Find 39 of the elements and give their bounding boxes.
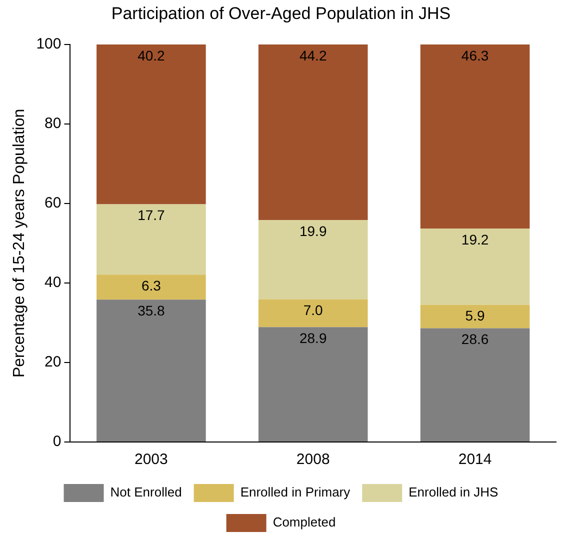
y-tick-label: 60 xyxy=(44,194,62,212)
data-label: 28.6 xyxy=(461,331,489,348)
chart-title: Participation of Over-Aged Population in JHS xyxy=(111,4,451,23)
bar xyxy=(258,44,368,220)
data-label: 7.0 xyxy=(303,302,324,318)
bar xyxy=(420,304,530,328)
data-label: 6.3 xyxy=(141,277,162,294)
legend-label: Enrolled in JHS xyxy=(408,484,499,500)
bar xyxy=(258,327,368,442)
y-tick-label: 80 xyxy=(44,115,62,132)
legend-label: Not Enrolled xyxy=(110,484,182,500)
bar xyxy=(420,328,530,442)
x-tick-label: 2014 xyxy=(458,451,492,468)
legend-label: Completed xyxy=(272,514,336,530)
data-label: 17.7 xyxy=(138,207,166,224)
data-label: 19.9 xyxy=(299,223,327,239)
bar xyxy=(420,228,530,305)
y-tick-label: 100 xyxy=(36,36,62,53)
x-tick-label: 2003 xyxy=(134,451,168,468)
data-label: 44.2 xyxy=(299,47,327,64)
bar xyxy=(420,44,530,228)
y-tick-label: 0 xyxy=(52,433,62,450)
bar xyxy=(96,300,206,442)
data-label: 35.8 xyxy=(138,302,166,319)
bar xyxy=(258,220,368,300)
y-tick-label: 20 xyxy=(44,354,62,371)
bar xyxy=(96,204,206,275)
bar xyxy=(258,299,368,328)
y-axis-title: Percentage of 15-24 years Population xyxy=(11,108,28,378)
bar xyxy=(96,44,206,204)
data-label: 28.9 xyxy=(299,330,327,346)
data-label: 19.2 xyxy=(461,231,489,248)
data-label: 46.3 xyxy=(461,47,489,64)
x-tick-label: 2008 xyxy=(296,451,330,468)
bar xyxy=(96,274,206,300)
data-label: 5.9 xyxy=(465,308,485,324)
data-label: 40.2 xyxy=(138,47,166,64)
y-tick-label: 40 xyxy=(44,274,62,292)
legend-label: Enrolled in Primary xyxy=(240,484,351,500)
